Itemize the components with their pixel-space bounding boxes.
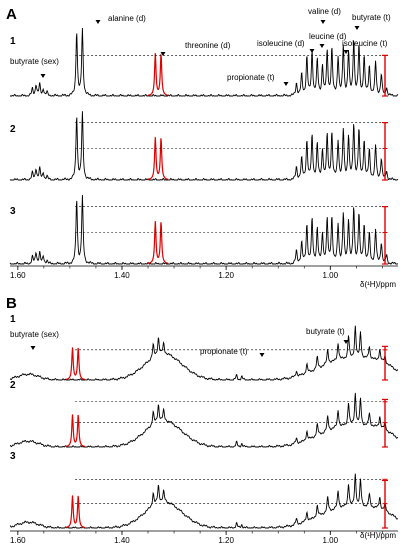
- peak-annotation: leucine (d): [309, 32, 347, 41]
- annotation-arrow: [160, 52, 166, 56]
- annotation-arrow: [283, 82, 289, 86]
- annotation-arrow: [343, 50, 349, 54]
- trace-label: 2: [10, 124, 16, 135]
- peak-annotation: isoleucine (d): [257, 39, 305, 48]
- peak-annotation: propionate (t): [200, 347, 248, 356]
- spectrum-trace-3: [9, 194, 399, 265]
- spectrum-trace-3: [9, 473, 399, 529]
- x-tick-label: 1.20: [218, 536, 234, 545]
- x-axis-label: δ(¹H)/ppm: [360, 531, 396, 540]
- peak-annotation: butyrate (t): [306, 327, 345, 336]
- spectrum-trace-2: [9, 111, 399, 181]
- x-tick-label: 1.60: [10, 536, 26, 545]
- peak-annotation: propionate (t): [227, 73, 275, 82]
- trace-label: 1: [10, 36, 16, 47]
- annotation-arrow: [320, 20, 326, 24]
- peak-annotation: butyrate (sex): [10, 330, 59, 339]
- x-tick-label: 1.60: [10, 271, 26, 280]
- x-tick-label: 1.20: [218, 271, 234, 280]
- highlighted-doublet-1: [147, 53, 169, 96]
- peak-annotation: threonine (d): [185, 41, 231, 50]
- peak-annotation: isoleucine (t): [342, 39, 388, 48]
- peak-annotation: valine (d): [308, 7, 341, 16]
- annotation-arrow: [95, 20, 101, 24]
- annotation-arrow: [40, 74, 46, 78]
- annotation-arrow: [309, 49, 315, 53]
- x-tick-label: 1.00: [323, 271, 339, 280]
- panel-label-b: B: [6, 295, 17, 312]
- spectrum-trace-1: [10, 27, 399, 97]
- highlighted-doublet-2: [147, 137, 169, 180]
- highlighted-doublet-2: [65, 414, 86, 447]
- panel-b: 1.60 1.40 1.20 1.00 δ(¹H)/ppm 1 2 3 butyrate (se…: [9, 314, 399, 545]
- x-tick-label: 1.40: [114, 536, 130, 545]
- highlighted-doublet-3: [147, 221, 169, 264]
- peak-annotation: butyrate (sex): [10, 57, 59, 66]
- annotation-arrow: [319, 44, 325, 48]
- highlighted-doublet-1: [65, 347, 86, 380]
- trace-label: 1: [10, 314, 16, 325]
- annotation-arrow: [259, 353, 265, 357]
- peak-annotation: butyrate (t): [352, 13, 391, 22]
- x-tick-label: 1.00: [323, 536, 339, 545]
- panel-a: 1.60 1.40 1.20 1.00 δ(¹H)/ppm 1 2 3 alanine (d) t…: [9, 7, 399, 289]
- x-tick-label: 1.40: [114, 271, 130, 280]
- trace-label: 3: [10, 451, 16, 462]
- trace-label: 2: [10, 380, 16, 391]
- peak-annotation: alanine (d): [108, 14, 146, 23]
- trace-label: 3: [10, 206, 16, 217]
- panel-label-a: A: [6, 6, 17, 23]
- spectrum-trace-2: [9, 392, 399, 448]
- spectrum-trace-1: [9, 325, 399, 381]
- annotation-arrow: [30, 346, 36, 350]
- annotation-arrow: [343, 340, 349, 344]
- annotation-arrow: [354, 26, 360, 30]
- highlighted-doublet-3: [65, 495, 86, 528]
- x-axis-label: δ(¹H)/ppm: [360, 280, 396, 289]
